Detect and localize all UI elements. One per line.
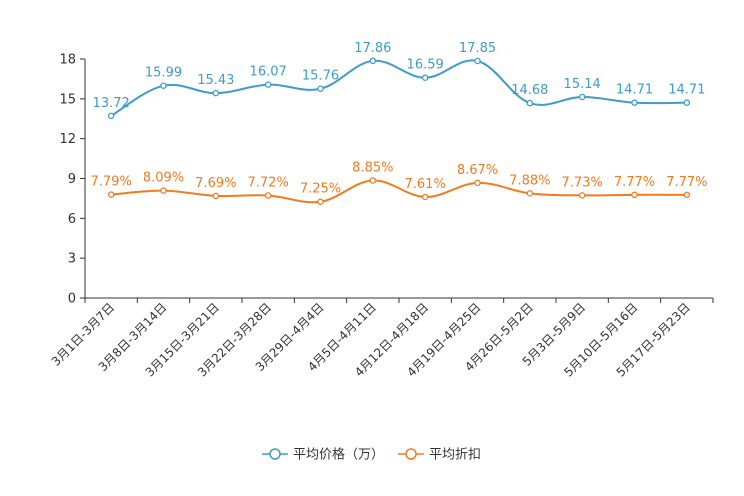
data-point [683,191,691,199]
data-label: 15.43 [197,73,234,88]
data-point [160,187,167,194]
data-label: 16.07 [250,65,287,80]
y-tick-label: 12 [59,132,76,147]
series-line [111,179,687,204]
data-label: 14.71 [616,83,653,98]
data-label: 7.69% [195,176,236,191]
data-label: 7.79% [91,175,132,190]
legend-marker [269,448,281,460]
data-point [683,99,691,106]
y-tick-label: 18 [59,53,76,68]
data-point [212,192,220,200]
data-point [526,190,534,197]
data-label: 13.72 [93,96,130,111]
y-tick-label: 6 [68,212,76,227]
series-1: 13.72 15.99 15.43 16.07 15.76 17.86 16.59 17.85… [93,41,705,120]
data-point [578,93,586,101]
data-point [421,193,429,201]
data-point [369,57,377,65]
data-point [317,198,324,205]
y-tick-label: 9 [68,172,76,187]
data-point [474,57,481,65]
data-point [107,112,115,120]
data-label: 17.86 [354,41,391,56]
data-point [526,99,534,107]
data-label: 7.61% [405,177,446,192]
data-point [107,191,115,198]
data-label: 16.59 [407,58,444,73]
data-label: 7.72% [248,175,289,190]
data-point [264,192,272,199]
data-label: 7.73% [562,175,603,190]
data-label: 15.76 [302,69,339,84]
data-label: 15.14 [564,77,601,92]
data-label: 8.67% [457,163,498,178]
data-point [578,192,586,199]
series-2: 7.79% 8.09% 7.69% 7.72% 7.25% 8.85% 7.61% 8.67%… [91,160,707,205]
legend: 平均价格（万） 平均折扣 [262,447,481,463]
data-point [160,82,167,89]
data-label: 7.77% [614,175,655,190]
data-point [212,89,220,97]
data-point [631,99,638,106]
y-tick-label: 3 [68,252,76,267]
legend-label: 平均价格（万） [293,447,384,463]
data-label: 7.88% [509,173,550,188]
data-label: 14.68 [511,83,548,98]
y-tick-label: 15 [59,92,76,107]
legend-item-1: 平均价格（万） [262,447,384,463]
data-point [264,81,272,88]
data-label: 8.85% [352,160,393,175]
data-label: 17.85 [459,41,496,56]
legend-item-2: 平均折扣 [398,448,481,463]
data-label: 8.09% [143,171,184,186]
legend-label: 平均折扣 [429,448,481,463]
data-point [317,85,324,92]
data-point [369,177,377,184]
y-tick-label: 0 [68,292,76,307]
data-label: 15.99 [145,66,182,81]
data-label: 14.71 [668,83,705,98]
data-label: 7.77% [666,175,707,190]
data-label: 7.25% [300,182,341,197]
data-point [631,191,638,199]
legend-marker [405,448,417,460]
data-point [421,74,429,81]
data-point [474,179,481,187]
